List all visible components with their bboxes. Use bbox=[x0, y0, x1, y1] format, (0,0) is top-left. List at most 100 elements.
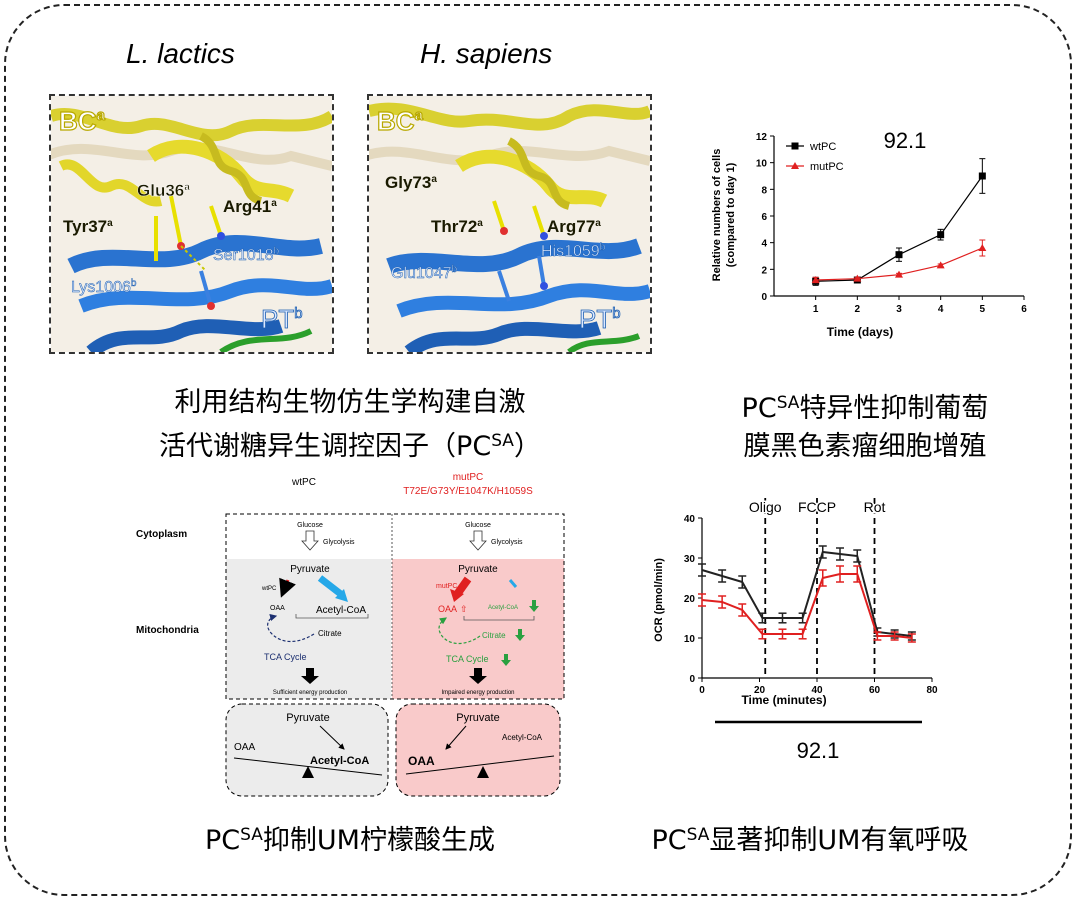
mitochondria-label: Mitochondria bbox=[136, 625, 199, 636]
protein-structure-sapiens: BCa Gly73a Thr72a Arg77a His1059b Glu104… bbox=[369, 96, 650, 352]
growth-y-tick-label: 6 bbox=[761, 212, 767, 223]
wt-balance-oaa: OAA bbox=[234, 742, 255, 753]
ocr-x-tick-label: 80 bbox=[926, 685, 938, 696]
ocr-x-axis-label: Time (minutes) bbox=[741, 693, 826, 707]
growth-chart-title: 92.1 bbox=[884, 128, 927, 153]
ocr-x-tick-label: 0 bbox=[699, 685, 705, 696]
growth-series-line-wtPC bbox=[815, 175, 983, 282]
ocr-chart: 0 20 40 60 80 0 10 20 30 40 Oligo FCCP Rot Time (min… bbox=[653, 498, 938, 764]
growth-x-axis-label: Time (days) bbox=[827, 325, 893, 339]
growth-x-tick-label: 3 bbox=[896, 304, 902, 315]
wt-acetyl-arrow bbox=[317, 575, 345, 598]
structure-panel-sapiens: BCa Gly73a Thr72a Arg77a His1059b Glu104… bbox=[367, 94, 652, 354]
residue-label-his1059: His1059b bbox=[541, 242, 606, 260]
mut-panel-subtitle: T72E/G73Y/E1047K/H1059S bbox=[403, 486, 533, 497]
growth-legend-marker bbox=[791, 142, 799, 150]
ocr-injection-label-rot: Rot bbox=[864, 499, 886, 515]
wt-tca-cycle: TCA Cycle bbox=[264, 652, 307, 662]
mut-pc-label: mutPC bbox=[436, 583, 457, 590]
ocr-y-tick-label: 30 bbox=[684, 554, 696, 565]
growth-point-wtPC bbox=[895, 251, 903, 259]
growth-point-mutPC bbox=[895, 270, 903, 278]
wt-pyruvate: Pyruvate bbox=[290, 564, 330, 575]
growth-y-tick-label: 10 bbox=[756, 159, 768, 170]
wt-glucose: Glucose bbox=[297, 522, 323, 529]
growth-x-tick-label: 1 bbox=[813, 304, 819, 315]
bc-domain-label-sapiens: BCa bbox=[377, 106, 424, 136]
pt-domain-label-lactis: PTb bbox=[261, 304, 303, 334]
residue-label-glu36: Glu36a bbox=[137, 181, 190, 200]
growth-legend-marker bbox=[791, 162, 799, 169]
growth-point-mutPC bbox=[978, 244, 987, 251]
ocr-y-tick-label: 40 bbox=[684, 514, 696, 525]
ocr-x-tick-label: 60 bbox=[869, 685, 881, 696]
mut-balance-acetyl: Acetyl-CoA bbox=[502, 733, 543, 742]
ocr-cell-line-label: 92.1 bbox=[797, 738, 840, 763]
outer-frame bbox=[4, 4, 1072, 896]
mut-balance-pyruvate: Pyruvate bbox=[456, 712, 499, 724]
mut-acetyl-coa: Acetyl-CoA bbox=[488, 605, 518, 611]
species-label-left: L. lactics bbox=[126, 38, 235, 69]
growth-point-mutPC bbox=[936, 261, 945, 269]
growth-legend-label: wtPC bbox=[809, 141, 836, 153]
ocr-injection-label-oligo: Oligo bbox=[749, 499, 782, 515]
mut-citrate: Citrate bbox=[482, 631, 506, 640]
ocr-y-axis-label: OCR (pmol/min) bbox=[653, 558, 665, 642]
ocr-y-tick-label: 20 bbox=[684, 594, 696, 605]
growth-y-tick-label: 0 bbox=[761, 292, 767, 303]
caption-2-line-2: 膜黑色素瘤细胞增殖 bbox=[743, 431, 987, 462]
wt-balance-pyruvate: Pyruvate bbox=[286, 712, 329, 724]
caption-proliferation: PCSA特异性抑制葡萄 膜黑色素瘤细胞增殖 bbox=[700, 384, 1030, 466]
mut-balance-oaa: OAA bbox=[408, 754, 435, 768]
growth-y-tick-label: 8 bbox=[761, 185, 767, 196]
wt-balance-acetyl: Acetyl-CoA bbox=[310, 755, 369, 767]
ocr-x-tick-label: 20 bbox=[754, 685, 766, 696]
species-label-right: H. sapiens bbox=[420, 38, 553, 69]
residue-label-ser1018: Ser1018b bbox=[213, 246, 280, 264]
ocr-x-tick-label: 40 bbox=[811, 685, 823, 696]
wt-pc-label: wtPC bbox=[261, 586, 277, 592]
residue-label-tyr37: Tyr37a bbox=[63, 217, 113, 236]
growth-y-axis-label-2: (compared to day 1) bbox=[725, 162, 737, 267]
ocr-y-tick-label: 10 bbox=[684, 634, 696, 645]
wt-citrate: Citrate bbox=[318, 629, 342, 638]
caption-respiration: PCSA显著抑制UM有氧呼吸 bbox=[651, 825, 969, 856]
structure-panel-lactis: BCa Glu36a Arg41a Tyr37a Ser1018b Lys100… bbox=[49, 94, 334, 354]
wt-oaa: OAA bbox=[270, 605, 285, 612]
caption-2-line-1: PCSA特异性抑制葡萄 bbox=[741, 393, 989, 424]
residue-label-arg41: Arg41a bbox=[223, 197, 277, 216]
wt-pc-arrow bbox=[279, 577, 296, 598]
growth-legend-label: mutPC bbox=[810, 161, 844, 173]
growth-point-wtPC bbox=[937, 231, 945, 239]
growth-point-mutPC bbox=[853, 274, 862, 282]
growth-y-tick-label: 2 bbox=[761, 265, 767, 276]
mut-glycolysis: Glycolysis bbox=[491, 539, 523, 546]
pathway-diagram: wtPC mutPC T72E/G73Y/E1047K/H1059S Cytop… bbox=[136, 472, 565, 797]
wt-energy-status: Sufficient energy production bbox=[273, 690, 347, 696]
residue-label-arg77: Arg77a bbox=[547, 217, 601, 236]
growth-x-tick-label: 4 bbox=[938, 304, 944, 315]
ocr-y-tick-label: 0 bbox=[689, 674, 695, 685]
protein-structure-lactis: BCa Glu36a Arg41a Tyr37a Ser1018b Lys100… bbox=[51, 96, 332, 352]
cytoplasm-label: Cytoplasm bbox=[136, 529, 187, 540]
wt-panel-title: wtPC bbox=[291, 477, 316, 488]
growth-point-wtPC bbox=[978, 172, 986, 180]
mut-pc-arrow bbox=[454, 576, 472, 596]
wt-glycolysis: Glycolysis bbox=[323, 539, 355, 546]
mut-glucose: Glucose bbox=[465, 522, 491, 529]
mut-energy-status: Impaired energy production bbox=[441, 690, 514, 696]
growth-x-tick-label: 2 bbox=[855, 304, 861, 315]
bc-domain-label-lactis: BCa bbox=[59, 106, 106, 136]
mut-balance-box bbox=[395, 703, 561, 797]
growth-x-tick-label: 6 bbox=[1021, 304, 1027, 315]
ocr-series-line-1 bbox=[701, 573, 912, 639]
ocr-injection-label-fccp: FCCP bbox=[798, 499, 836, 515]
caption-1-line-2: 活代谢糖异生调控因子（PCSA） bbox=[159, 431, 541, 462]
wt-glycolysis-arrow bbox=[301, 530, 319, 551]
mut-tca-cycle: TCA Cycle bbox=[446, 654, 489, 664]
residue-label-lys1006: Lys1006b bbox=[71, 278, 137, 296]
wt-balance-box bbox=[225, 703, 389, 797]
growth-y-axis-label-1: Relative numbers of cells bbox=[711, 149, 723, 282]
mut-panel-title: mutPC bbox=[453, 472, 484, 483]
